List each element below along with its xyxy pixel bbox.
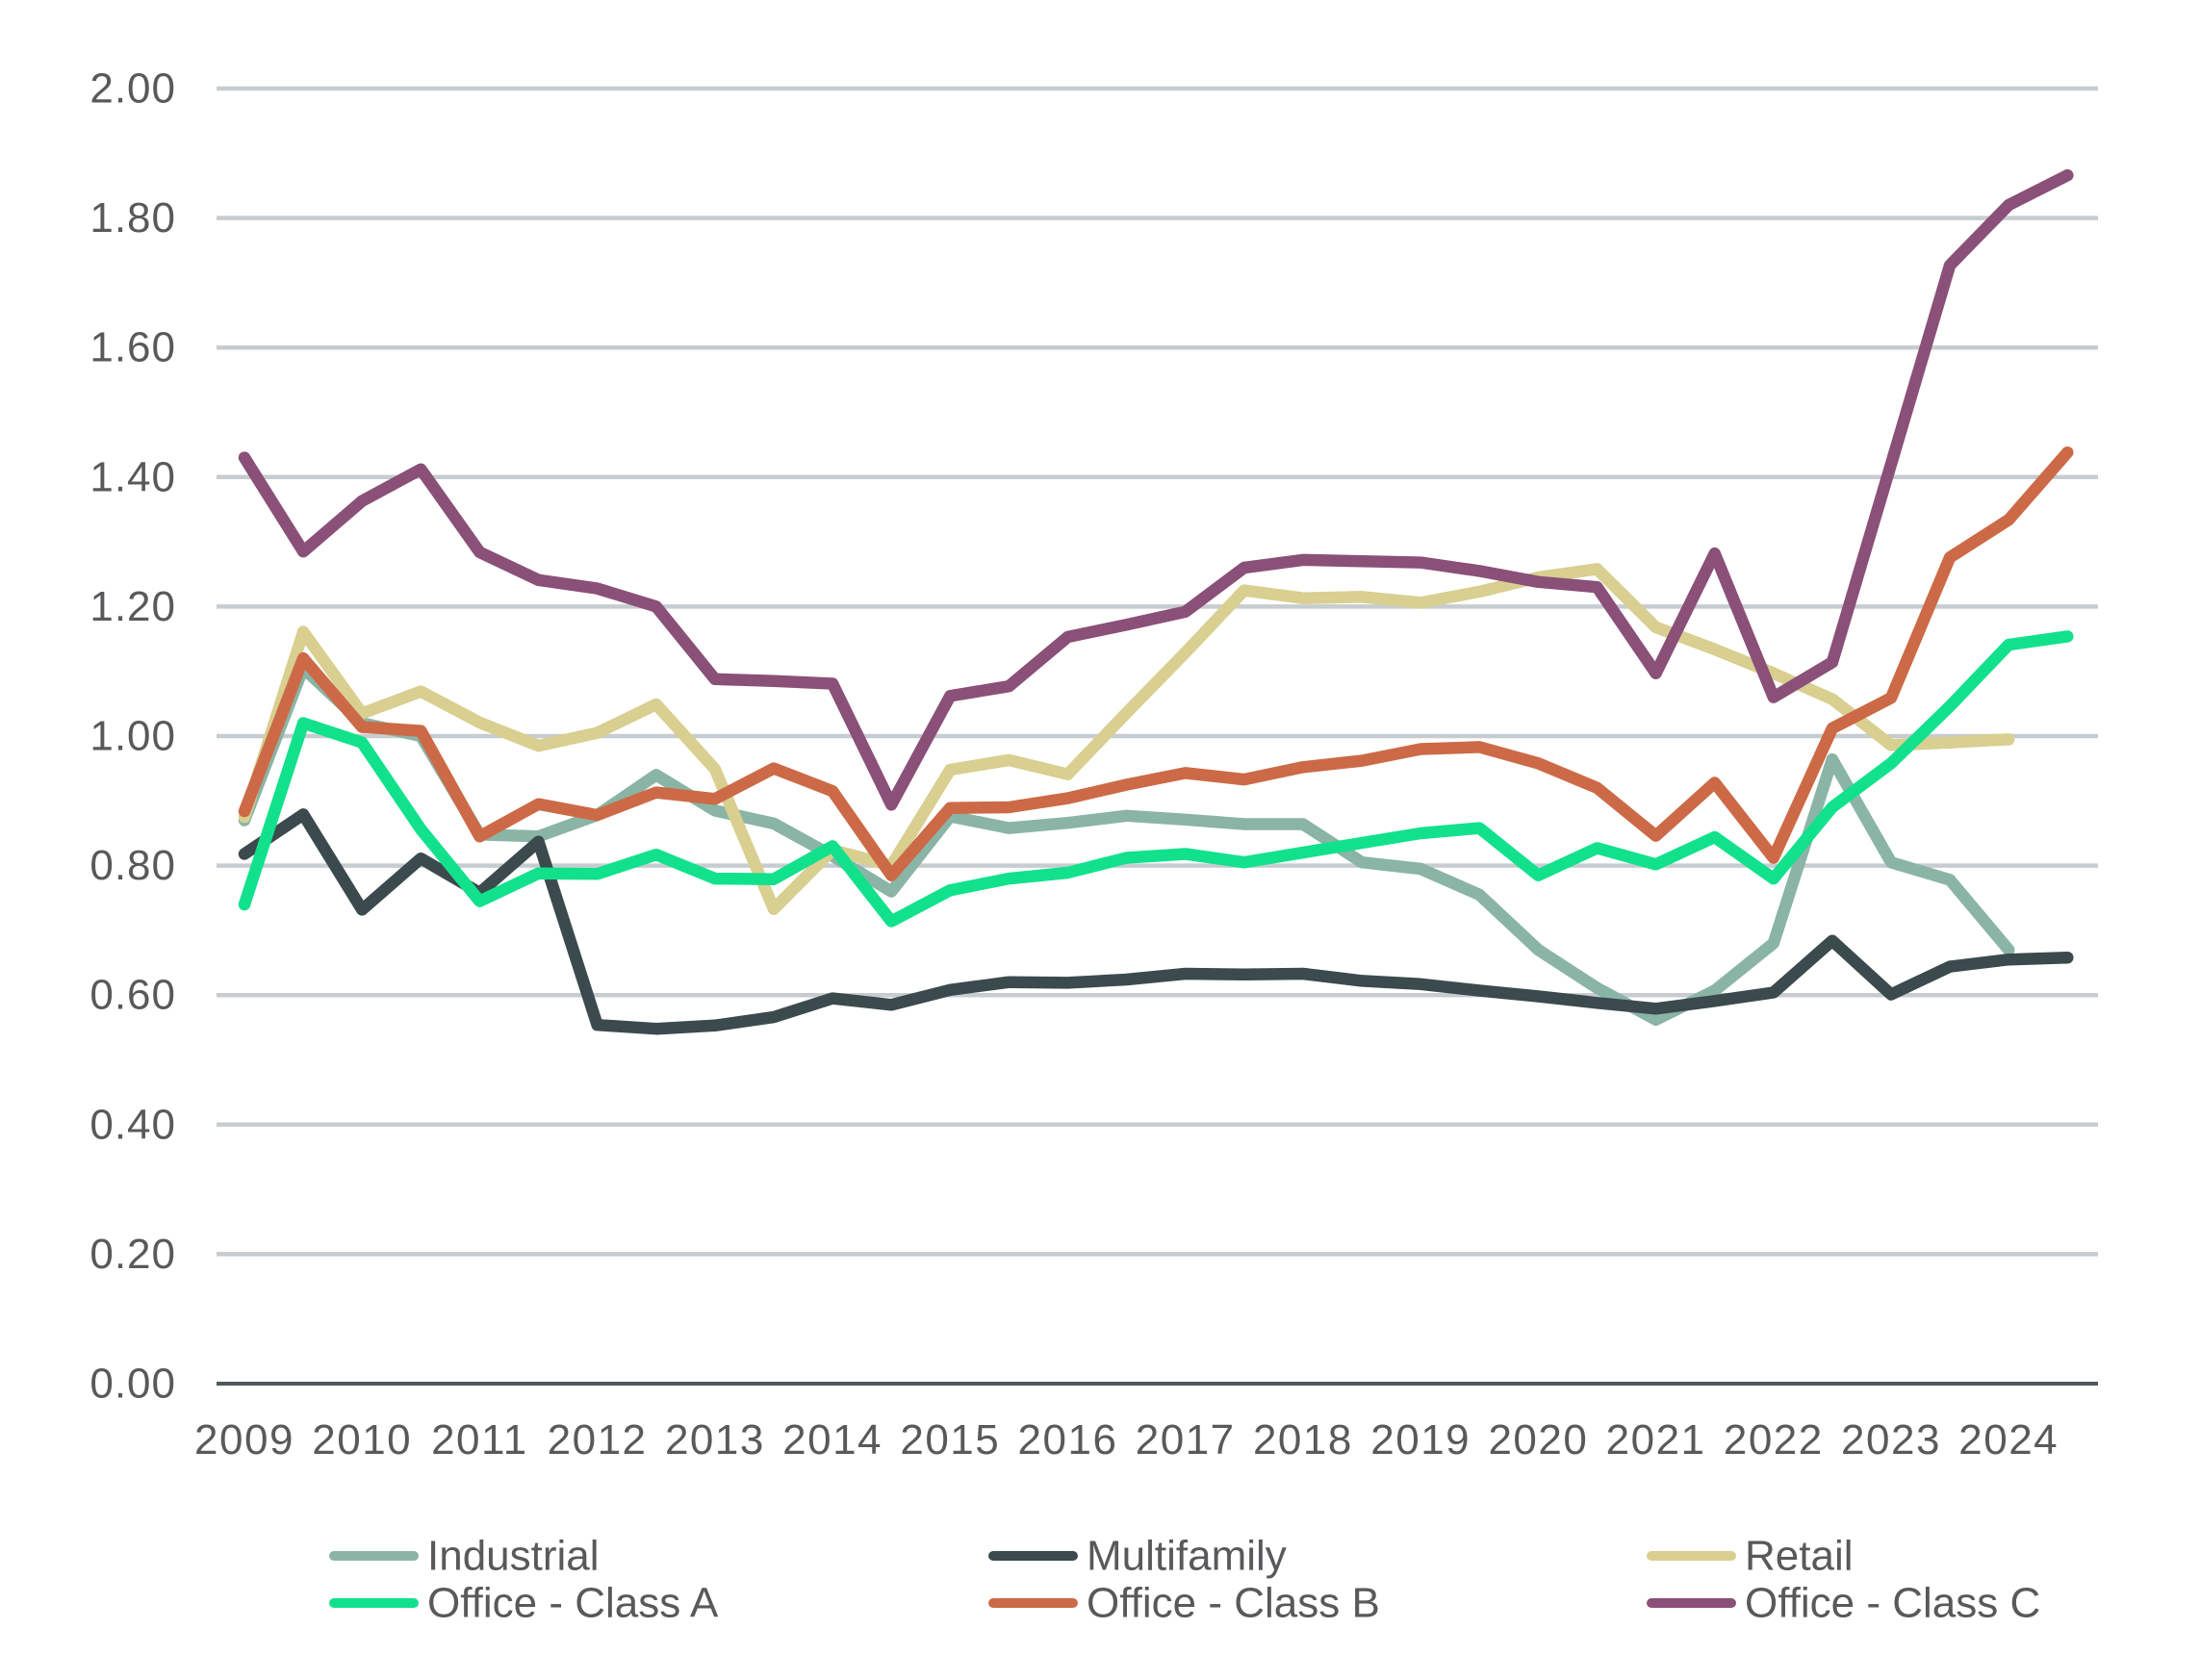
svg-text:2024: 2024 xyxy=(1958,1416,2059,1464)
svg-text:2010: 2010 xyxy=(312,1416,412,1464)
svg-text:2.00: 2.00 xyxy=(90,65,176,113)
svg-text:2013: 2013 xyxy=(665,1416,765,1464)
svg-text:Office - Class A: Office - Class A xyxy=(427,1580,719,1627)
svg-text:0.60: 0.60 xyxy=(90,972,176,1019)
svg-text:2016: 2016 xyxy=(1018,1416,1118,1464)
svg-text:0.80: 0.80 xyxy=(90,842,176,889)
svg-text:2019: 2019 xyxy=(1370,1416,1471,1464)
svg-text:0.40: 0.40 xyxy=(90,1101,176,1148)
svg-text:2020: 2020 xyxy=(1488,1416,1588,1464)
svg-text:1.20: 1.20 xyxy=(90,583,176,630)
svg-text:2012: 2012 xyxy=(548,1416,648,1464)
svg-text:2014: 2014 xyxy=(782,1416,883,1464)
svg-text:0.20: 0.20 xyxy=(90,1231,176,1278)
svg-text:2021: 2021 xyxy=(1606,1416,1706,1464)
svg-text:2022: 2022 xyxy=(1724,1416,1824,1464)
svg-text:2018: 2018 xyxy=(1253,1416,1353,1464)
svg-text:1.00: 1.00 xyxy=(90,713,176,760)
svg-text:2009: 2009 xyxy=(194,1416,294,1464)
svg-text:Industrial: Industrial xyxy=(427,1533,600,1580)
svg-text:Office - Class B: Office - Class B xyxy=(1087,1580,1380,1627)
svg-text:Multifamily: Multifamily xyxy=(1087,1533,1287,1580)
svg-text:2011: 2011 xyxy=(431,1416,528,1464)
svg-text:1.80: 1.80 xyxy=(90,194,176,242)
svg-text:Office - Class C: Office - Class C xyxy=(1745,1580,2040,1627)
svg-text:0.00: 0.00 xyxy=(90,1361,176,1408)
svg-text:2015: 2015 xyxy=(900,1416,1000,1464)
svg-text:1.60: 1.60 xyxy=(90,324,176,371)
svg-text:2017: 2017 xyxy=(1136,1416,1236,1464)
svg-text:1.40: 1.40 xyxy=(90,453,176,500)
svg-text:Retail: Retail xyxy=(1745,1533,1854,1580)
svg-text:2023: 2023 xyxy=(1841,1416,1941,1464)
